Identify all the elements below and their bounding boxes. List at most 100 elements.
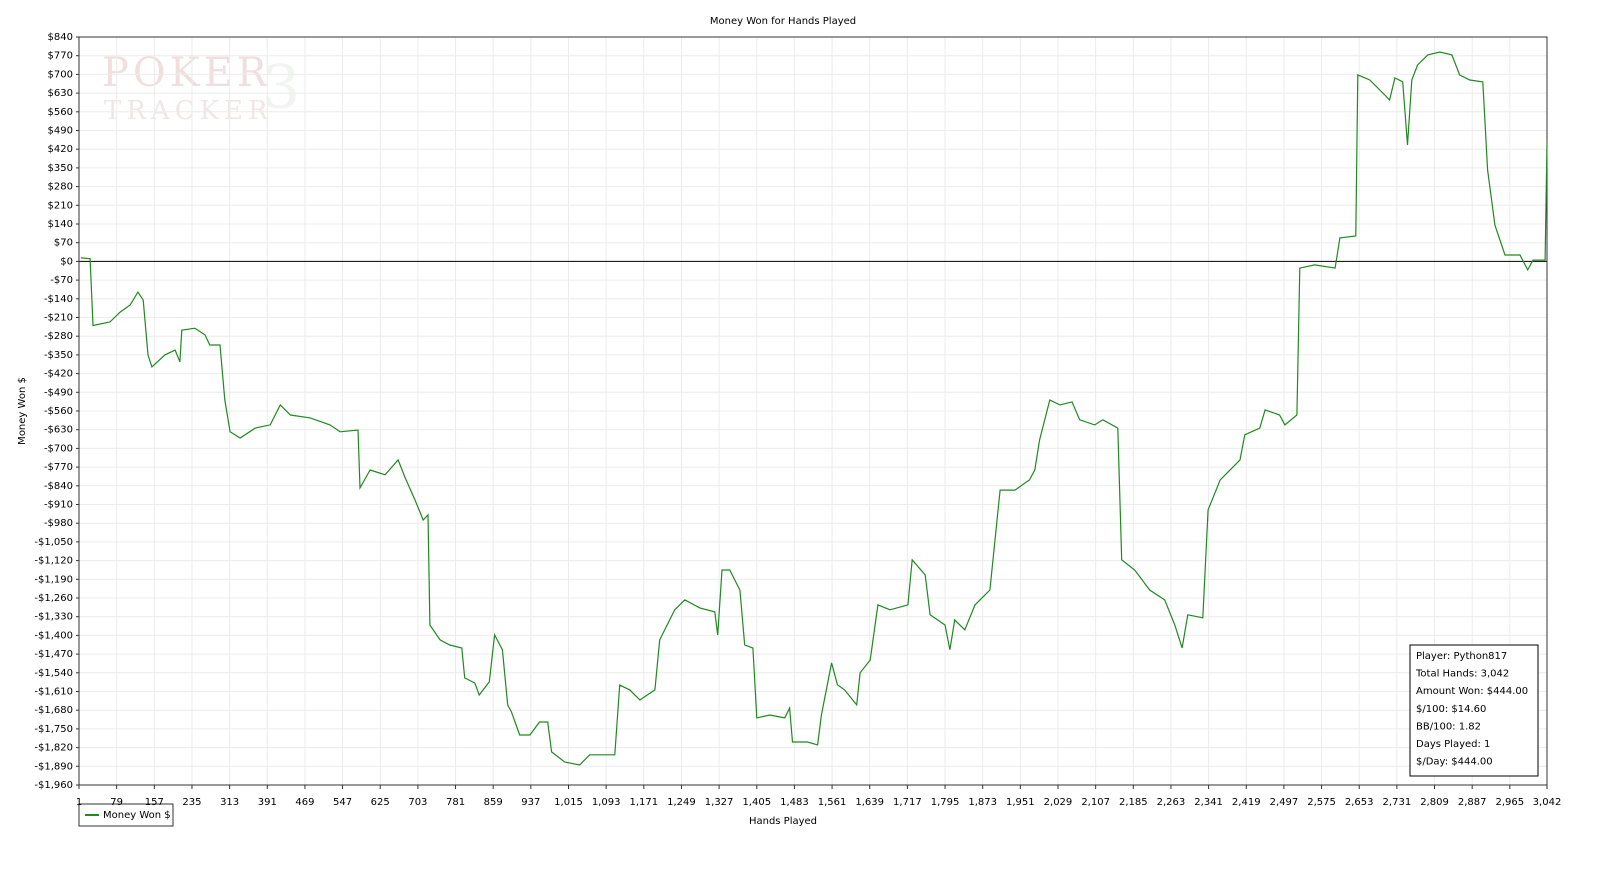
x-tick-label: 625 bbox=[371, 797, 390, 808]
x-tick-label: 2,965 bbox=[1496, 797, 1525, 808]
y-tick-label: -$980 bbox=[44, 518, 73, 529]
chart-title: Money Won for Hands Played bbox=[710, 16, 856, 27]
y-tick-label: -$1,680 bbox=[34, 705, 73, 716]
x-tick-label: 937 bbox=[521, 797, 540, 808]
y-tick-label: $490 bbox=[48, 126, 73, 137]
y-tick-label: -$630 bbox=[44, 425, 73, 436]
x-tick-label: 235 bbox=[182, 797, 201, 808]
x-tick-label: 2,185 bbox=[1119, 797, 1148, 808]
y-tick-label: -$1,260 bbox=[34, 593, 73, 604]
y-tick-label: $280 bbox=[48, 182, 73, 193]
x-tick-label: 2,809 bbox=[1420, 797, 1449, 808]
x-tick-label: 2,419 bbox=[1232, 797, 1261, 808]
y-tick-label: -$350 bbox=[44, 350, 73, 361]
x-axis-label: Hands Played bbox=[749, 816, 817, 827]
y-tick-label: -$1,190 bbox=[34, 574, 73, 585]
x-tick-label: 2,341 bbox=[1194, 797, 1223, 808]
y-tick-label: $770 bbox=[48, 51, 73, 62]
x-tick-label: 1,795 bbox=[931, 797, 960, 808]
y-axis-label: Money Won $ bbox=[17, 377, 28, 445]
y-tick-label: -$700 bbox=[44, 443, 73, 454]
x-tick-label: 2,107 bbox=[1081, 797, 1110, 808]
x-tick-label: 2,731 bbox=[1383, 797, 1412, 808]
y-tick-label: -$420 bbox=[44, 369, 73, 380]
y-tick-label: -$1,120 bbox=[34, 556, 73, 567]
y-tick-label: -$210 bbox=[44, 313, 73, 324]
x-tick-label: 1,327 bbox=[705, 797, 734, 808]
watermark-text: TRACKER bbox=[104, 96, 273, 126]
y-tick-label: -$1,890 bbox=[34, 761, 73, 772]
y-tick-label: -$1,050 bbox=[34, 537, 73, 548]
y-tick-label: $840 bbox=[48, 32, 73, 43]
x-tick-label: 1,405 bbox=[742, 797, 771, 808]
x-tick-label: 2,887 bbox=[1458, 797, 1487, 808]
x-tick-label: 859 bbox=[484, 797, 503, 808]
y-tick-label: -$1,470 bbox=[34, 649, 73, 660]
y-tick-label: -$1,400 bbox=[34, 630, 73, 641]
y-tick-label: -$490 bbox=[44, 387, 73, 398]
y-tick-label: -$280 bbox=[44, 331, 73, 342]
y-tick-label: $70 bbox=[54, 238, 73, 249]
plot-frame bbox=[78, 36, 1548, 786]
x-tick-label: 1,171 bbox=[629, 797, 658, 808]
watermark-badge: 3 bbox=[262, 53, 300, 123]
legend: Money Won $ bbox=[78, 803, 174, 827]
x-tick-label: 313 bbox=[220, 797, 239, 808]
y-tick-label: $140 bbox=[48, 219, 73, 230]
y-tick-label: -$1,750 bbox=[34, 724, 73, 735]
x-tick-label: 1,483 bbox=[780, 797, 809, 808]
x-tick-label: 781 bbox=[446, 797, 465, 808]
grid bbox=[78, 36, 1548, 786]
watermark-text: POKER bbox=[102, 50, 271, 96]
x-tick-label: 2,029 bbox=[1044, 797, 1073, 808]
y-tick-label: -$840 bbox=[44, 481, 73, 492]
info-line: Amount Won: $444.00 bbox=[1416, 686, 1528, 697]
y-tick-label: -$1,540 bbox=[34, 668, 73, 679]
y-tick-label: -$140 bbox=[44, 294, 73, 305]
x-tick-label: 1,561 bbox=[818, 797, 847, 808]
watermark: POKER TRACKER 3 bbox=[102, 50, 300, 126]
y-tick-label: $210 bbox=[48, 200, 73, 211]
x-tick-label: 79 bbox=[110, 797, 123, 808]
series-line bbox=[80, 51, 1548, 766]
info-line: Days Played: 1 bbox=[1416, 739, 1490, 750]
info-line: $/Day: $444.00 bbox=[1416, 757, 1493, 768]
y-tick-label: $350 bbox=[48, 163, 73, 174]
y-tick-label: -$560 bbox=[44, 406, 73, 417]
x-tick-label: 2,497 bbox=[1270, 797, 1299, 808]
x-tick-label: 1,951 bbox=[1006, 797, 1035, 808]
x-tick-label: 1,873 bbox=[968, 797, 997, 808]
legend-label: Money Won $ bbox=[103, 810, 171, 821]
x-tick-label: 1,249 bbox=[667, 797, 696, 808]
info-line: $/100: $14.60 bbox=[1416, 704, 1486, 715]
y-tick-label: $700 bbox=[48, 69, 73, 80]
y-tick-label: -$910 bbox=[44, 500, 73, 511]
x-tick-label: 391 bbox=[258, 797, 277, 808]
y-tick-label: $0 bbox=[60, 256, 73, 267]
y-tick-label: -$1,960 bbox=[34, 780, 73, 791]
y-tick-label: -$1,610 bbox=[34, 687, 73, 698]
y-tick-label: -$770 bbox=[44, 462, 73, 473]
x-tick-label: 2,653 bbox=[1345, 797, 1374, 808]
x-tick-label: 1,015 bbox=[554, 797, 583, 808]
y-tick-label: -$1,330 bbox=[34, 612, 73, 623]
x-tick-label: 3,042 bbox=[1533, 797, 1562, 808]
info-line: Player: Python817 bbox=[1416, 651, 1507, 662]
x-tick-label: 1,093 bbox=[592, 797, 621, 808]
info-box bbox=[1409, 644, 1539, 777]
x-tick-label: 1 bbox=[76, 797, 82, 808]
y-tick-label: $560 bbox=[48, 107, 73, 118]
info-line: Total Hands: 3,042 bbox=[1415, 669, 1509, 680]
y-tick-label: $630 bbox=[48, 88, 73, 99]
x-tick-label: 157 bbox=[145, 797, 164, 808]
x-tick-label: 1,639 bbox=[855, 797, 884, 808]
x-tick-label: 469 bbox=[295, 797, 314, 808]
info-line: BB/100: 1.82 bbox=[1416, 721, 1481, 732]
y-tick-label: -$70 bbox=[50, 275, 73, 286]
x-tick-label: 2,263 bbox=[1157, 797, 1186, 808]
legend-box bbox=[78, 803, 174, 827]
x-tick-label: 703 bbox=[408, 797, 427, 808]
x-tick-label: 1,717 bbox=[893, 797, 922, 808]
x-tick-label: 2,575 bbox=[1307, 797, 1336, 808]
